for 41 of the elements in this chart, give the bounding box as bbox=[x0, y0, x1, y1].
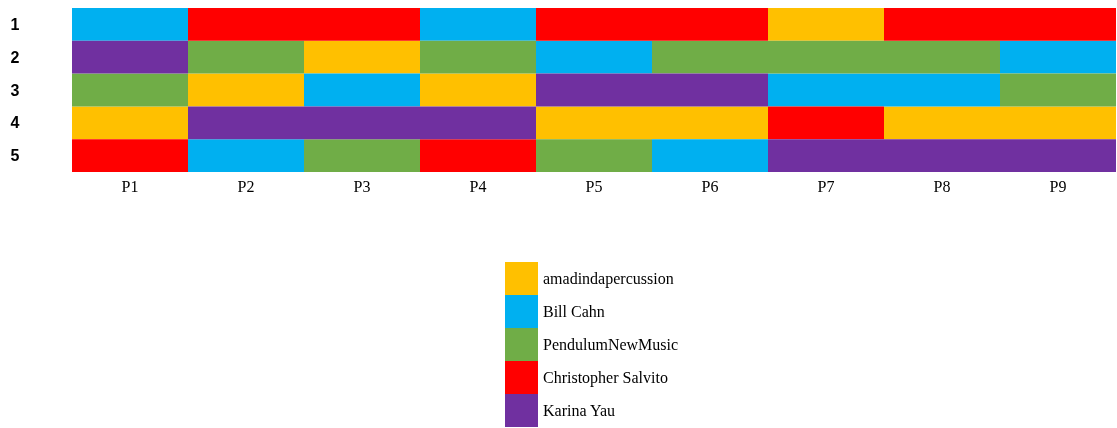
y-tick-label: 3 bbox=[10, 81, 20, 99]
bar bbox=[72, 40, 188, 74]
x-tick-label: P7 bbox=[817, 177, 835, 195]
y-tick-label: 5 bbox=[10, 147, 20, 165]
legend-label: amadindapercussion bbox=[543, 269, 674, 288]
bar bbox=[188, 73, 304, 107]
x-tick-label: P8 bbox=[933, 177, 951, 195]
bar bbox=[304, 139, 420, 172]
y-tick-label: 1 bbox=[10, 15, 20, 33]
bar bbox=[72, 8, 188, 41]
x-tick-label: P4 bbox=[469, 177, 487, 195]
y-tick-label: 2 bbox=[10, 48, 20, 66]
bar bbox=[72, 73, 188, 107]
legend-label: Karina Yau bbox=[543, 401, 615, 419]
bar bbox=[420, 139, 536, 172]
x-tick-label: P1 bbox=[121, 177, 139, 195]
x-tick-label: P3 bbox=[353, 177, 371, 195]
bar bbox=[72, 139, 188, 172]
bar bbox=[188, 40, 304, 74]
x-tick-label: P9 bbox=[1049, 177, 1067, 195]
y-tick-label: 4 bbox=[10, 114, 20, 132]
x-tick-label: P2 bbox=[237, 177, 255, 195]
x-tick-label: P6 bbox=[701, 177, 719, 195]
bar bbox=[304, 73, 420, 107]
bar bbox=[768, 8, 884, 41]
bar bbox=[72, 106, 188, 140]
bar bbox=[768, 106, 884, 140]
legend-label: Bill Cahn bbox=[543, 302, 605, 320]
bar bbox=[420, 40, 536, 74]
bar bbox=[304, 40, 420, 74]
bar bbox=[1000, 40, 1116, 74]
bar bbox=[1000, 73, 1116, 107]
bar bbox=[188, 139, 304, 172]
x-tick-label: P5 bbox=[585, 177, 603, 195]
bar bbox=[536, 139, 652, 172]
legend-label: PendulumNewMusic bbox=[543, 335, 679, 353]
legend-label: Christopher Salvito bbox=[543, 368, 668, 387]
bar bbox=[536, 40, 652, 74]
bar bbox=[420, 8, 536, 41]
bar bbox=[420, 73, 536, 107]
bar bbox=[652, 139, 768, 172]
